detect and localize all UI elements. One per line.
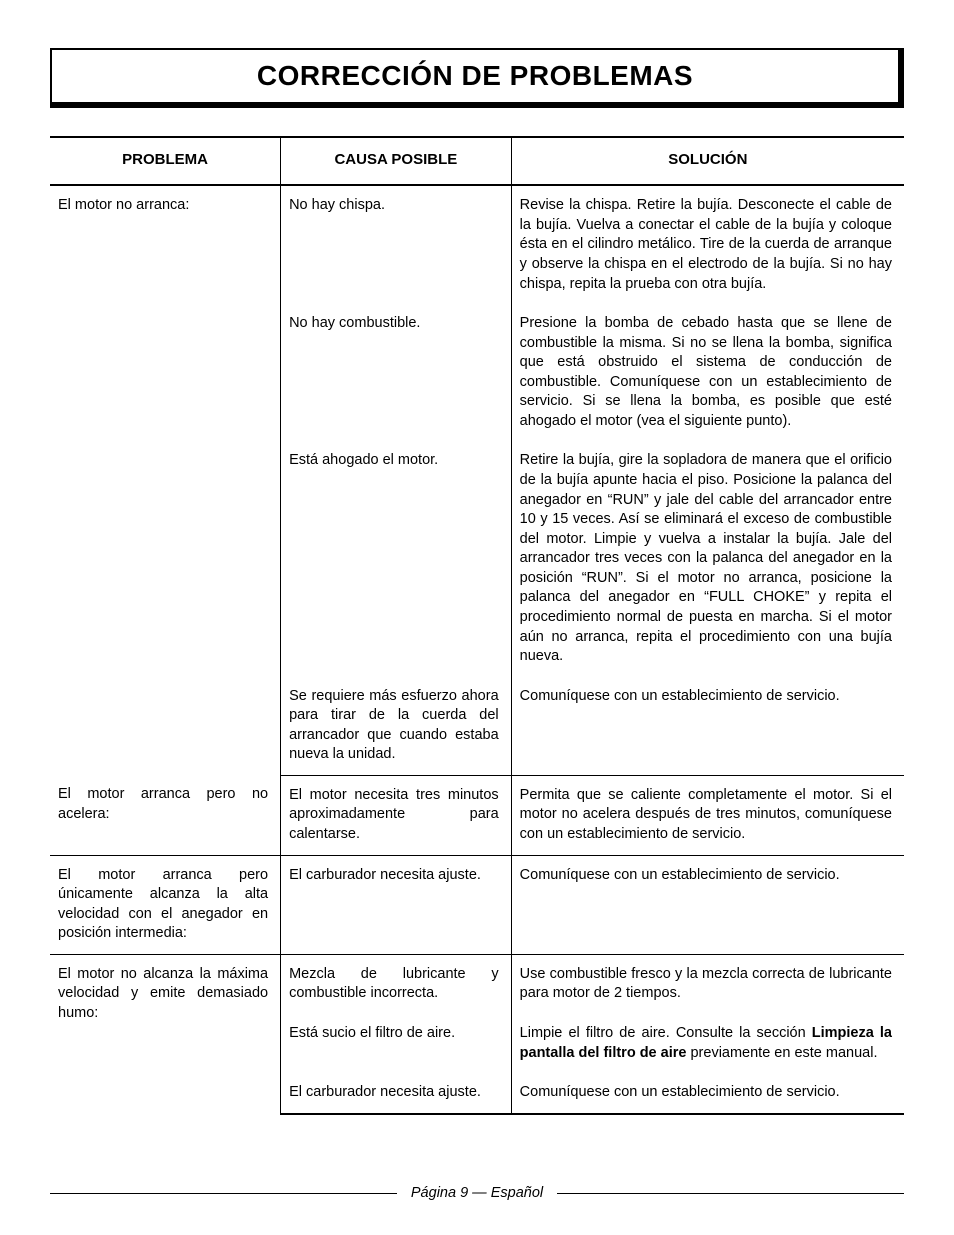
problem-cell: El motor arranca pero únicamente alcanza…: [50, 855, 281, 954]
cause-cell: Está ahogado el motor.: [281, 441, 512, 676]
page-footer: Página 9 — Español: [50, 1185, 904, 1201]
cause-cell: No hay chispa.: [281, 185, 512, 304]
problem-cell: El motor no arranca:: [50, 185, 281, 775]
problem-cell: El motor no alcanza la máxima velocidad …: [50, 954, 281, 1113]
page: CORRECCIÓN DE PROBLEMAS PROBLEMA CAUSA P…: [0, 0, 954, 1235]
cause-cell: No hay combustible.: [281, 304, 512, 441]
problem-cell: El motor arranca pero no acelera:: [50, 775, 281, 855]
table-row: El motor no alcanza la máxima velocidad …: [50, 954, 904, 1014]
page-title: CORRECCIÓN DE PROBLEMAS: [52, 60, 898, 92]
cause-cell: El motor necesita tres minutos aproximad…: [281, 775, 512, 855]
solution-cell: Presione la bomba de cebado hasta que se…: [511, 304, 904, 441]
solution-cell: Retire la bujía, gire la sopladora de ma…: [511, 441, 904, 676]
solution-cell: Use combustible fresco y la mezcla corre…: [511, 954, 904, 1014]
cause-cell: Está sucio el filtro de aire.: [281, 1014, 512, 1073]
solution-cell: Comuníquese con un establecimiento de se…: [511, 855, 904, 954]
table-row: El motor arranca pero no acelera: El mot…: [50, 775, 904, 855]
solution-cell: Revise la chispa. Retire la bujía. Desco…: [511, 185, 904, 304]
footer-rule-right: [557, 1193, 904, 1194]
footer-lang: Español: [491, 1185, 543, 1201]
cause-cell: El carburador necesita ajuste.: [281, 855, 512, 954]
header-solution: SOLUCIÓN: [511, 137, 904, 185]
table-row: El motor arranca pero únicamente alcanza…: [50, 855, 904, 954]
cause-cell: Se requiere más esfuerzo ahora para tira…: [281, 677, 512, 776]
cause-cell: Mezcla de lubricante y combustible incor…: [281, 954, 512, 1014]
solution-cell: Comuníquese con un establecimiento de se…: [511, 1073, 904, 1114]
cause-cell: El carburador necesita ajuste.: [281, 1073, 512, 1114]
footer-label: Página 9 — Español: [411, 1185, 543, 1201]
footer-page: Página 9: [411, 1185, 468, 1201]
header-problem: PROBLEMA: [50, 137, 281, 185]
solution-suffix: previamente en este manual.: [686, 1045, 877, 1061]
footer-rule-left: [50, 1193, 397, 1194]
troubleshooting-table: PROBLEMA CAUSA POSIBLE SOLUCIÓN El motor…: [50, 136, 904, 1115]
table-row: El motor no arranca: No hay chispa. Revi…: [50, 185, 904, 304]
footer-sep: —: [468, 1185, 491, 1201]
table-header-row: PROBLEMA CAUSA POSIBLE SOLUCIÓN: [50, 137, 904, 185]
table-body: El motor no arranca: No hay chispa. Revi…: [50, 185, 904, 1113]
solution-cell: Comuníquese con un establecimiento de se…: [511, 677, 904, 776]
solution-prefix: Limpie el filtro de aire. Consulte la se…: [520, 1025, 812, 1041]
header-cause: CAUSA POSIBLE: [281, 137, 512, 185]
solution-cell: Permita que se caliente completamente el…: [511, 775, 904, 855]
title-frame: CORRECCIÓN DE PROBLEMAS: [50, 48, 904, 108]
solution-cell: Limpie el filtro de aire. Consulte la se…: [511, 1014, 904, 1073]
